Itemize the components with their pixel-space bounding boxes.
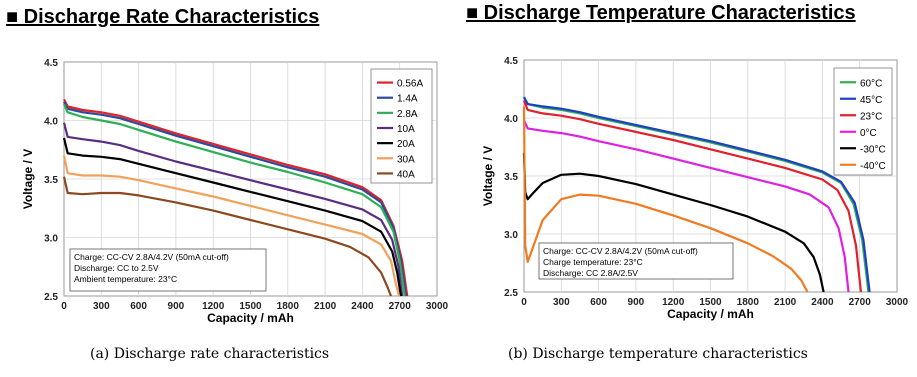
legend: 60°C 45°C 23°C 0°C -30°C -40°C [833, 67, 893, 176]
x-tick-label: 900 [168, 301, 185, 312]
legend-label: 0°C [860, 128, 877, 139]
x-tick-label: 2400 [811, 297, 834, 308]
series-line--30°C [522, 152, 825, 293]
x-tick-label: 600 [590, 297, 607, 308]
x-tick-label: 0 [61, 301, 67, 312]
y-tick-label: 2.5 [504, 288, 518, 299]
legend-label: -30°C [860, 144, 886, 155]
series-line-30A [62, 155, 401, 297]
y-axis-label: Voltage / V [481, 146, 495, 206]
annotation-line: Discharge: CC 2.8A/2.5V [543, 268, 638, 278]
series-line-60°C [523, 96, 870, 293]
series-line-23°C [522, 100, 862, 293]
chart-a: 0 300 600 900 1200 1500 1800 2100 2400 2700 3000 2.… [21, 58, 449, 325]
annotation-line: Charge temperature: 23°C [543, 257, 643, 267]
series-line-20A [62, 137, 402, 297]
legend-label: 0.56A [397, 79, 423, 90]
y-tick-label: 3.0 [504, 230, 518, 241]
x-tick-label: 1200 [662, 297, 685, 308]
annotation-line: Ambient temperature: 23°C [74, 274, 177, 284]
x-tick-label: 1500 [699, 297, 722, 308]
x-tick-label: 1200 [202, 301, 225, 312]
x-tick-label: 2100 [314, 301, 337, 312]
annotation-line: Discharge: CC to 2.5V [74, 263, 159, 273]
legend-label: 10A [397, 124, 415, 135]
series-line-0°C [522, 119, 850, 293]
legend-label: -40°C [860, 161, 886, 172]
legend: 0.56A 1.4A 2.8A 10A 20A 30A 40A [370, 68, 433, 184]
series-line-45°C [523, 96, 871, 293]
x-tick-label: 2700 [389, 301, 412, 312]
annotation-box [538, 242, 734, 280]
chart-b: 0 300 600 900 1200 1500 1800 2100 2400 2700 3000 2.… [481, 56, 909, 321]
legend-label: 40A [397, 169, 415, 180]
chart-title-a: ■ Discharge Rate Characteristics [6, 6, 320, 28]
y-tick-label: 3.5 [44, 175, 58, 186]
chart-title-b: ■ Discharge Temperature Characteristics [466, 2, 856, 24]
y-tick-label: 4.5 [504, 56, 518, 67]
legend-label: 45°C [860, 95, 882, 106]
y-tick-label: 4.0 [504, 114, 518, 125]
x-tick-label: 3000 [886, 297, 909, 308]
legend-label: 60°C [860, 78, 882, 89]
annotation-box [69, 248, 267, 292]
caption-a: (a) Discharge rate characteristics [90, 346, 330, 362]
x-tick-label: 2400 [351, 301, 374, 312]
series-line-40A [62, 176, 393, 297]
x-tick-label: 300 [553, 297, 570, 308]
y-tick-label: 3.0 [44, 234, 58, 245]
legend-label: 1.4A [397, 94, 418, 105]
legend-label: 20A [397, 139, 415, 150]
x-tick-label: 300 [93, 301, 110, 312]
x-axis-label: Capacity / mAh [207, 311, 294, 325]
x-tick-label: 900 [628, 297, 645, 308]
x-tick-label: 2700 [849, 297, 872, 308]
y-tick-label: 4.5 [44, 58, 58, 69]
x-tick-label: 600 [130, 301, 147, 312]
annotation: Charge: CC-CV 2.8A/4.2V (50mA cut-off)Ch… [538, 242, 734, 280]
y-tick-label: 3.5 [504, 172, 518, 183]
y-tick-label: 4.0 [44, 117, 58, 128]
annotation-line: Charge: CC-CV 2.8A/4.2V (50mA cut-off) [543, 246, 698, 256]
x-tick-label: 1800 [737, 297, 760, 308]
caption-b: (b) Discharge temperature characteristic… [508, 346, 808, 362]
series-line--40°C [522, 106, 809, 293]
legend-label: 30A [397, 154, 415, 165]
series-line-2.8A [62, 103, 406, 297]
annotation: Charge: CC-CV 2.8A/4.2V (50mA cut-off)Di… [69, 248, 267, 292]
x-tick-label: 0 [521, 297, 527, 308]
x-axis-label: Capacity / mAh [667, 307, 754, 321]
series-line-1.4A [63, 101, 407, 297]
legend-label: 23°C [860, 111, 882, 122]
legend-label: 2.8A [397, 109, 418, 120]
chart-panel-b: ■ Discharge Temperature Characteristics … [460, 0, 917, 377]
x-tick-label: 1800 [277, 301, 300, 312]
legend-box [833, 67, 893, 176]
x-tick-label: 3000 [426, 301, 449, 312]
chart-panel-a: ■ Discharge Rate Characteristics 0 300 600… [6, 6, 449, 362]
legend-box [370, 68, 433, 184]
y-tick-label: 2.5 [44, 292, 58, 303]
x-tick-label: 2100 [774, 297, 797, 308]
y-axis-label: Voltage / V [21, 149, 35, 209]
series-line-10A [62, 122, 404, 297]
annotation-line: Charge: CC-CV 2.8A/4.2V (50mA cut-off) [74, 252, 229, 262]
x-tick-label: 1500 [239, 301, 262, 312]
